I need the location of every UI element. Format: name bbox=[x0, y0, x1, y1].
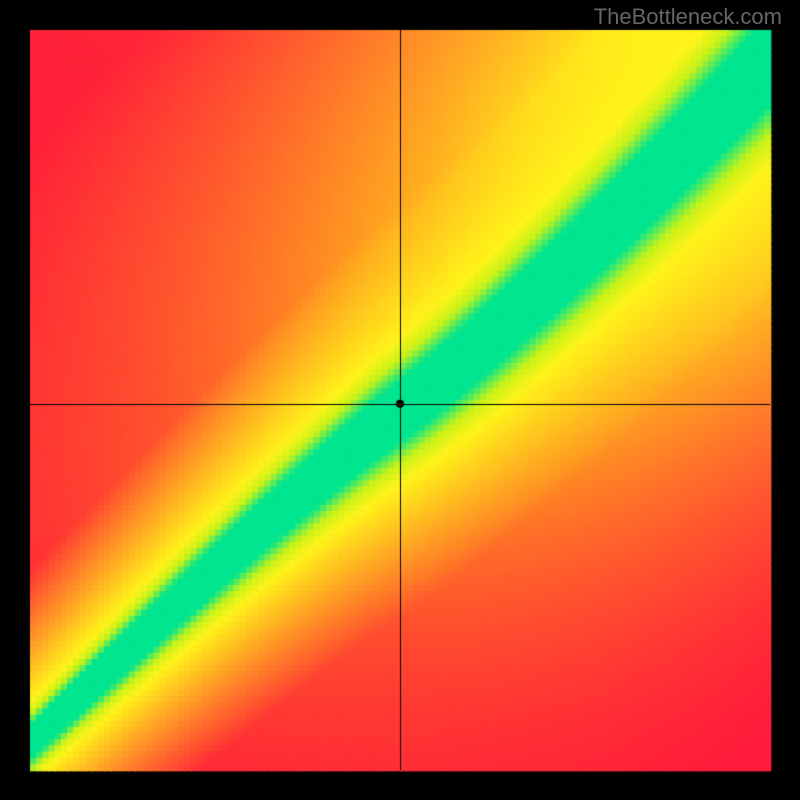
heatmap-canvas bbox=[0, 0, 800, 800]
chart-container: TheBottleneck.com bbox=[0, 0, 800, 800]
